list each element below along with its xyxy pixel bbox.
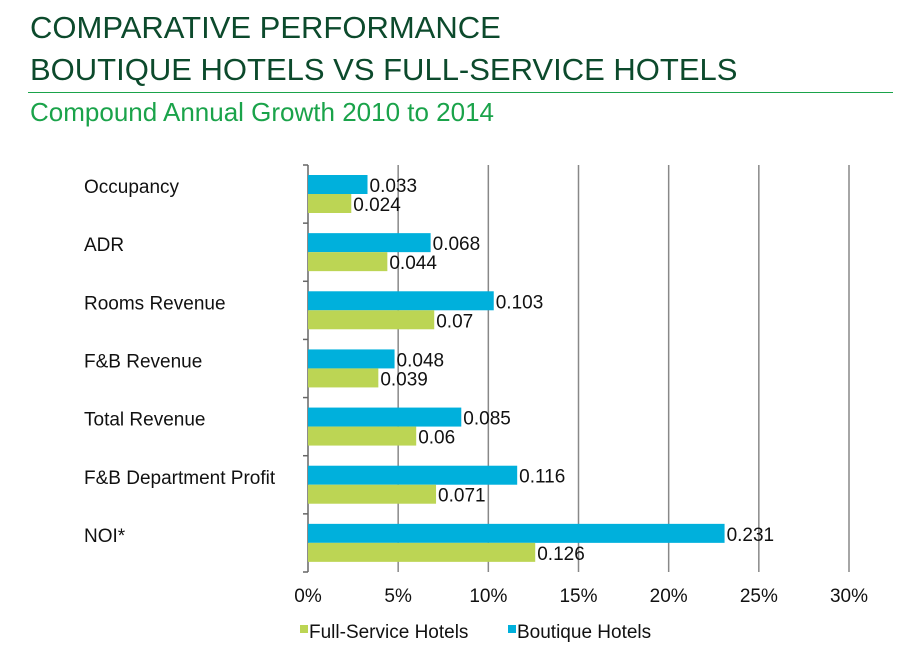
data-label: 0.103 xyxy=(496,292,544,313)
bar-full-service xyxy=(308,484,437,504)
x-tick-label: 30% xyxy=(830,586,868,607)
category-label: ADR xyxy=(84,235,124,256)
category-label: F&B Department Profit xyxy=(84,468,276,489)
data-label: 0.126 xyxy=(537,544,585,565)
data-label: 0.024 xyxy=(353,195,401,216)
title-line-1: COMPARATIVE PERFORMANCE xyxy=(30,10,501,45)
title-line-2: BOUTIQUE HOTELS VS FULL-SERVICE HOTELS xyxy=(30,52,738,87)
data-label: 0.231 xyxy=(727,525,775,546)
bar-full-service xyxy=(308,310,435,330)
category-label: NOI* xyxy=(84,526,126,547)
category-label: F&B Revenue xyxy=(84,352,202,373)
legend-swatch xyxy=(508,625,516,633)
data-label: 0.039 xyxy=(380,369,428,390)
data-label: 0.116 xyxy=(519,467,565,488)
bar-boutique xyxy=(308,175,368,194)
legend-swatch xyxy=(300,625,308,633)
data-label: 0.085 xyxy=(463,409,511,430)
bar-full-service xyxy=(308,426,417,446)
x-tick-label: 15% xyxy=(559,586,597,607)
legend-label: Boutique Hotels xyxy=(517,622,651,643)
data-label: 0.071 xyxy=(438,486,486,507)
bar-boutique xyxy=(308,407,462,427)
bar-boutique xyxy=(308,291,494,311)
category-label: Total Revenue xyxy=(84,410,205,431)
subtitle: Compound Annual Growth 2010 to 2014 xyxy=(30,97,495,127)
data-label: 0.033 xyxy=(370,176,418,197)
data-label: 0.06 xyxy=(418,428,455,449)
legend-label: Full-Service Hotels xyxy=(309,622,468,643)
x-tick-label: 10% xyxy=(469,586,507,607)
x-tick-label: 25% xyxy=(740,586,778,607)
bar-boutique xyxy=(308,233,431,253)
category-label: Rooms Revenue xyxy=(84,293,226,314)
x-tick-label: 5% xyxy=(384,586,412,607)
title-divider xyxy=(28,92,893,93)
bar-full-service xyxy=(308,194,352,213)
bar-full-service xyxy=(308,368,379,388)
data-label: 0.068 xyxy=(433,234,481,255)
category-label: Occupancy xyxy=(84,177,180,198)
data-label: 0.044 xyxy=(389,253,437,274)
x-tick-label: 20% xyxy=(650,586,688,607)
data-label: 0.07 xyxy=(436,311,473,332)
bar-full-service xyxy=(308,542,536,562)
data-label: 0.048 xyxy=(397,350,445,371)
bar-boutique xyxy=(308,465,518,485)
bar-boutique xyxy=(308,349,395,369)
bar-full-service xyxy=(308,252,388,272)
bar-boutique xyxy=(308,523,725,543)
x-tick-label: 0% xyxy=(294,586,322,607)
